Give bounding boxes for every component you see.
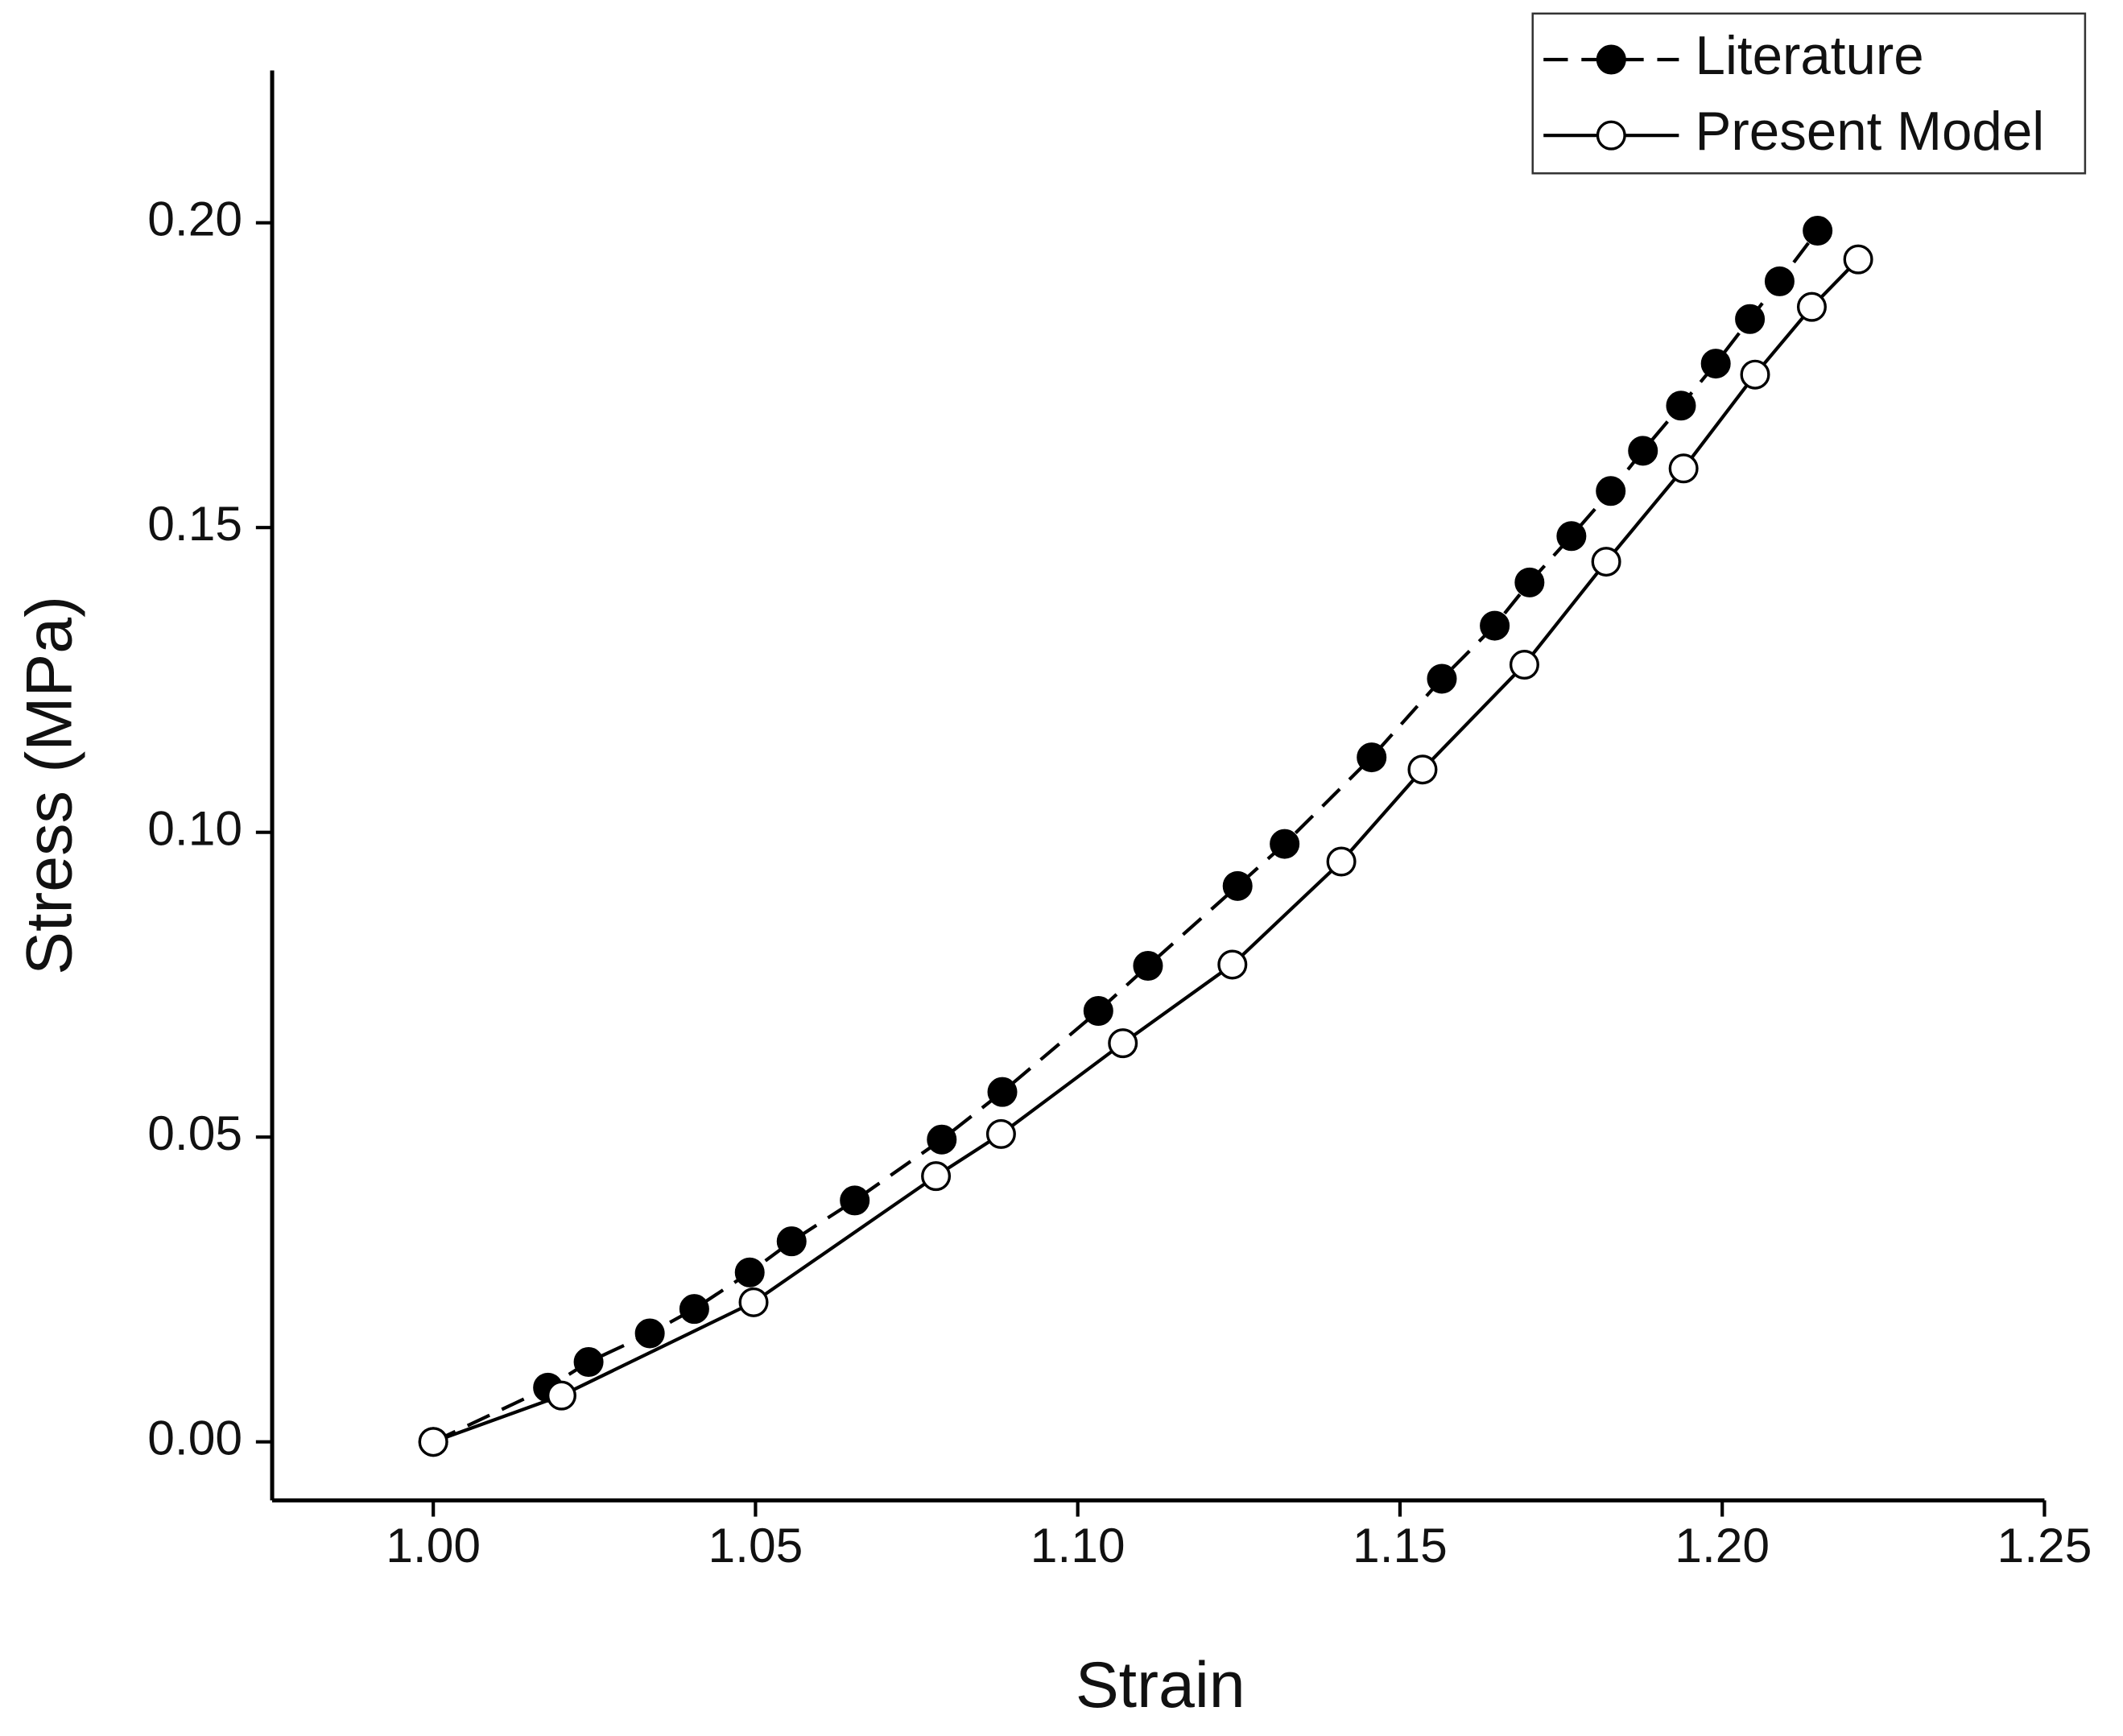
data-point	[921, 1161, 952, 1192]
x-tick-label: 1.10	[1031, 1518, 1126, 1573]
data-point	[734, 1257, 765, 1288]
data-point	[1326, 846, 1357, 877]
data-point	[1666, 391, 1696, 421]
data-point	[1083, 996, 1113, 1027]
data-point	[1509, 650, 1539, 680]
x-tick-label: 1.15	[1353, 1518, 1448, 1573]
x-tick-label: 1.25	[1997, 1518, 2092, 1573]
data-point	[1222, 870, 1253, 901]
data-point	[1108, 1028, 1138, 1059]
data-point	[1407, 754, 1438, 785]
data-point	[573, 1347, 604, 1378]
data-point	[1796, 291, 1827, 322]
data-point	[1270, 829, 1300, 859]
data-point	[1668, 453, 1699, 484]
data-point	[1514, 567, 1545, 597]
y-tick-label: 0.20	[147, 192, 242, 246]
data-point	[679, 1294, 709, 1325]
legend-label: Literature	[1696, 26, 1924, 86]
data-point	[1803, 216, 1833, 246]
data-point	[546, 1380, 576, 1411]
y-tick-label: 0.15	[147, 496, 242, 551]
data-point	[1217, 949, 1248, 980]
data-point	[418, 1427, 448, 1457]
x-tick-label: 1.20	[1675, 1518, 1770, 1573]
y-tick-label: 0.00	[147, 1411, 242, 1465]
legend-marker	[1596, 120, 1626, 151]
data-point	[1357, 742, 1387, 773]
y-tick-label: 0.05	[147, 1106, 242, 1160]
data-point	[1628, 436, 1658, 466]
legend-marker	[1596, 44, 1626, 75]
data-point	[1843, 244, 1873, 275]
series-line	[432, 229, 1819, 1444]
data-point	[634, 1318, 665, 1349]
legend-label: Present Model	[1696, 101, 2045, 162]
data-point	[1591, 547, 1621, 577]
data-point	[1427, 663, 1457, 694]
data-point	[987, 1077, 1018, 1107]
x-axis-label: Strain	[1076, 1649, 1245, 1722]
data-point	[1556, 521, 1587, 552]
data-point	[1133, 950, 1163, 981]
data-point	[738, 1287, 769, 1317]
data-point	[1596, 476, 1626, 506]
data-point	[927, 1124, 957, 1155]
data-point	[776, 1226, 807, 1257]
data-point	[985, 1118, 1016, 1149]
data-point	[1735, 304, 1766, 334]
x-tick-label: 1.00	[386, 1518, 481, 1573]
x-tick-label: 1.05	[708, 1518, 803, 1573]
data-point	[1764, 266, 1795, 296]
data-point	[1740, 359, 1770, 390]
legend-box	[1531, 12, 2087, 175]
data-point	[1480, 610, 1510, 641]
y-tick-label: 0.10	[147, 801, 242, 856]
data-point	[840, 1185, 870, 1216]
data-point	[1700, 349, 1731, 379]
y-axis-label: Stress (MPa)	[14, 596, 86, 975]
